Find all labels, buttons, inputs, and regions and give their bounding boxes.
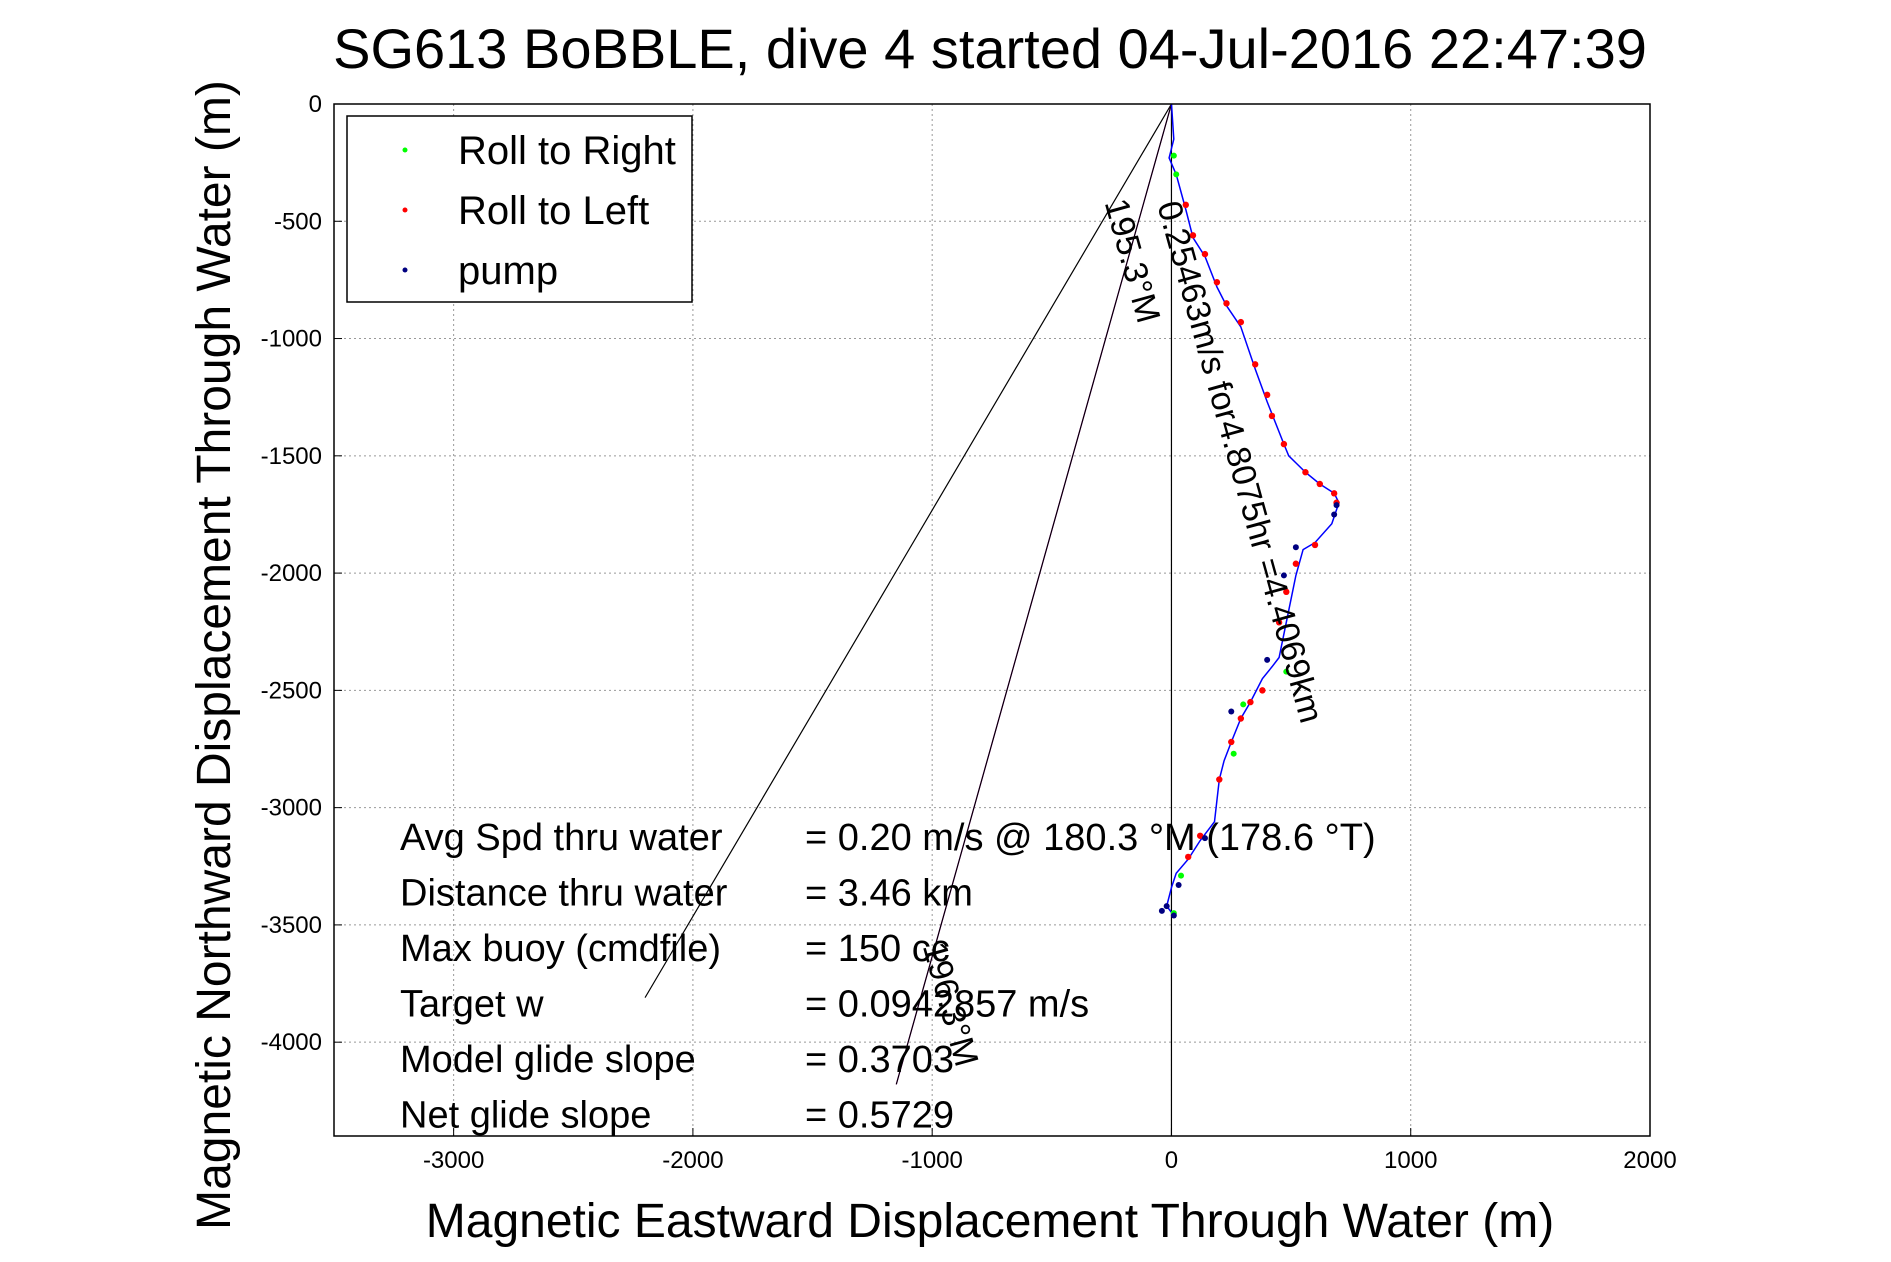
y-tick-label-8: -4000	[261, 1029, 322, 1056]
x-tick-label-3: 0	[1165, 1147, 1178, 1174]
roll-left-point-5	[1237, 318, 1245, 326]
x-tick-label-5: 2000	[1623, 1147, 1676, 1174]
x-tick-label-4: 1000	[1384, 1147, 1437, 1174]
pump-point-5	[1228, 708, 1235, 715]
reference-line-3	[895, 103, 1173, 1085]
y-tick-label-3: -1500	[261, 443, 322, 470]
roll-right-point-2	[1283, 668, 1290, 675]
y-tick-label-6: -3000	[261, 795, 322, 822]
y-axis-label: Magnetic Northward Displacement Through …	[188, 80, 241, 1230]
y-tick-label-4: -2000	[261, 560, 322, 587]
y-tick-label-5: -2500	[261, 677, 322, 704]
plot-frame	[333, 103, 1651, 1137]
annotation-label-1: Distance thru water	[400, 873, 728, 915]
roll-left-point-16	[1283, 588, 1290, 596]
roll-left-point-18	[1259, 687, 1266, 694]
pump-point-0	[1333, 502, 1340, 509]
reference-lines	[644, 103, 1173, 1136]
y-tick-label-7: -3500	[261, 912, 322, 939]
pump-point-7	[1175, 882, 1182, 889]
roll-left-point-10	[1302, 469, 1309, 476]
annotation-value-0: = 0.20 m/s @ 180.3 °M (178.6 °T)	[805, 817, 1376, 859]
roll-left-point-11	[1316, 480, 1324, 488]
roll-right-point-3	[1240, 701, 1247, 708]
annotation-label-2: Max buoy (cmdfile)	[400, 928, 721, 970]
roll-left-point-0	[1182, 201, 1190, 209]
roll-left-point-4	[1223, 300, 1230, 307]
track-line	[1165, 103, 1340, 916]
roll-left-point-12	[1330, 490, 1338, 497]
annotation-value-2: = 150 cc	[805, 928, 950, 970]
roll-right-point-4	[1230, 750, 1237, 757]
roll-left-point-14	[1311, 541, 1319, 549]
annotation-value-4: = 0.3703	[805, 1039, 954, 1081]
pump-point-9	[1158, 907, 1165, 914]
roll-left-point-24	[1185, 853, 1192, 861]
y-tick-label-0: 0	[309, 91, 322, 118]
roll-right-point-1	[1173, 171, 1180, 178]
annotation-label-3: Target w	[400, 984, 544, 1026]
reference-line-1	[644, 103, 1172, 998]
stats-annotations: Avg Spd thru water = 0.20 m/s @ 180.3 °M …	[400, 817, 1376, 1137]
annotation-label-0: Avg Spd thru water	[400, 817, 723, 859]
x-tick-label-2: -1000	[901, 1147, 962, 1174]
pump-point-6	[1201, 835, 1208, 842]
roll-left-point-17	[1275, 619, 1283, 626]
pump-point-4	[1264, 656, 1271, 663]
roll-left-point-7	[1263, 391, 1271, 399]
annotation-value-3: = 0.0942857 m/s	[805, 984, 1089, 1026]
roll-left-point-1	[1189, 232, 1197, 239]
pump-point-10	[1170, 912, 1177, 919]
annotation-value-1: = 3.46 km	[805, 873, 973, 915]
track-series	[1165, 103, 1340, 916]
x-tick-label-0: -3000	[423, 1147, 484, 1174]
annotation-value-5: = 0.5729	[805, 1095, 954, 1137]
legend-marker-1	[402, 207, 408, 213]
roll-left-point-8	[1268, 412, 1276, 420]
y-ticks: 0 -500 -1000 -1500 -2000 -2500 -3000 -3500 -4000	[261, 91, 342, 1056]
y-tick-label-2: -1000	[261, 326, 322, 353]
roll-left-point-3	[1213, 279, 1221, 286]
legend-label-2: pump	[458, 249, 558, 293]
roll-left-point-6	[1252, 361, 1259, 368]
legend-marker-2	[402, 267, 408, 273]
x-ticks: -3000 -2000 -1000 0 1000 2000	[423, 1128, 1677, 1174]
x-axis-label: Magnetic Eastward Displacement Through W…	[426, 1195, 1554, 1248]
roll-left-point-21	[1228, 738, 1235, 746]
roll-left-point-20	[1237, 715, 1245, 722]
roll-left-point-9	[1280, 440, 1288, 448]
roll-left-point-19	[1247, 698, 1254, 706]
roll-right-point-5	[1178, 872, 1185, 879]
roll-left-point-22	[1216, 776, 1223, 783]
pump-point-8	[1163, 903, 1170, 910]
x-tick-label-1: -2000	[662, 1147, 723, 1174]
annotation-label-4: Model glide slope	[400, 1039, 696, 1081]
event-points	[1158, 152, 1340, 919]
pump-point-3	[1280, 572, 1287, 579]
legend-label-0: Roll to Right	[458, 129, 676, 173]
legend-marker-0	[402, 147, 408, 153]
legend: Roll to Right Roll to Left pump	[346, 115, 693, 303]
roll-left-point-15	[1292, 560, 1300, 567]
legend-label-1: Roll to Left	[458, 189, 649, 233]
roll-left-point-2	[1201, 250, 1209, 258]
annotation-label-5: Net glide slope	[400, 1095, 651, 1137]
y-tick-label-1: -500	[274, 208, 322, 235]
chart-title: SG613 BoBBLE, dive 4 started 04-Jul-2016…	[333, 17, 1647, 80]
pump-point-2	[1292, 544, 1299, 551]
roll-right-point-0	[1170, 152, 1177, 159]
pump-point-1	[1331, 511, 1338, 518]
roll-left-point-23	[1196, 832, 1204, 839]
